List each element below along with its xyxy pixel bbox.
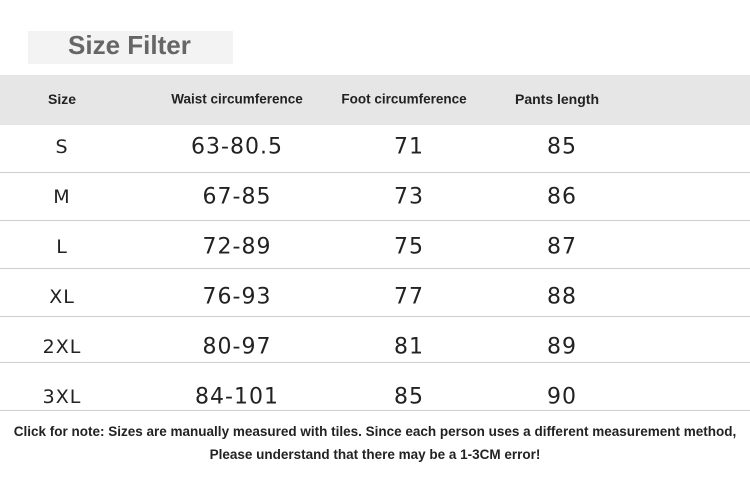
measurement: 67-85: [202, 184, 272, 210]
row-divider: [0, 268, 750, 269]
size-label: L: [56, 236, 68, 258]
measurement: 84-101: [195, 384, 279, 410]
note-line: Click for note: Sizes are manually measu…: [13, 424, 737, 439]
title-background: [28, 31, 233, 64]
row-divider: [0, 220, 750, 221]
table-header: [0, 75, 750, 125]
size-label: XL: [49, 286, 75, 308]
column-header: Foot circumference: [341, 91, 467, 107]
measurement: 86: [547, 184, 577, 210]
row-divider: [0, 172, 750, 173]
note-line: Please understand that there may be a 1-…: [209, 447, 541, 462]
measurement: 88: [547, 284, 577, 310]
measurement: 80-97: [202, 334, 272, 360]
measurement: 81: [394, 334, 424, 360]
column-header: Pants length: [514, 91, 600, 107]
title: Size Filter: [68, 30, 191, 60]
measurement: 90: [547, 384, 577, 410]
measurement: 71: [394, 134, 424, 160]
row-divider: [0, 410, 750, 411]
measurement: 87: [547, 234, 577, 260]
measurement: 76-93: [202, 284, 272, 310]
measurement: 73: [394, 184, 424, 210]
measurement: 75: [394, 234, 424, 260]
size-label: S: [55, 136, 69, 158]
measurement: 77: [394, 284, 424, 310]
size-label: 2XL: [42, 336, 82, 358]
row-divider: [0, 362, 750, 363]
measurement: 89: [547, 334, 577, 360]
row-divider: [0, 316, 750, 317]
column-header: Waist circumference: [171, 91, 303, 107]
measurement: 72-89: [202, 234, 272, 260]
column-header: Size: [47, 91, 77, 107]
measurement: 63-80.5: [191, 134, 283, 160]
measurement: 85: [394, 384, 424, 410]
measurement: 85: [547, 134, 577, 160]
size-label: M: [53, 186, 71, 208]
size-label: 3XL: [42, 386, 82, 408]
